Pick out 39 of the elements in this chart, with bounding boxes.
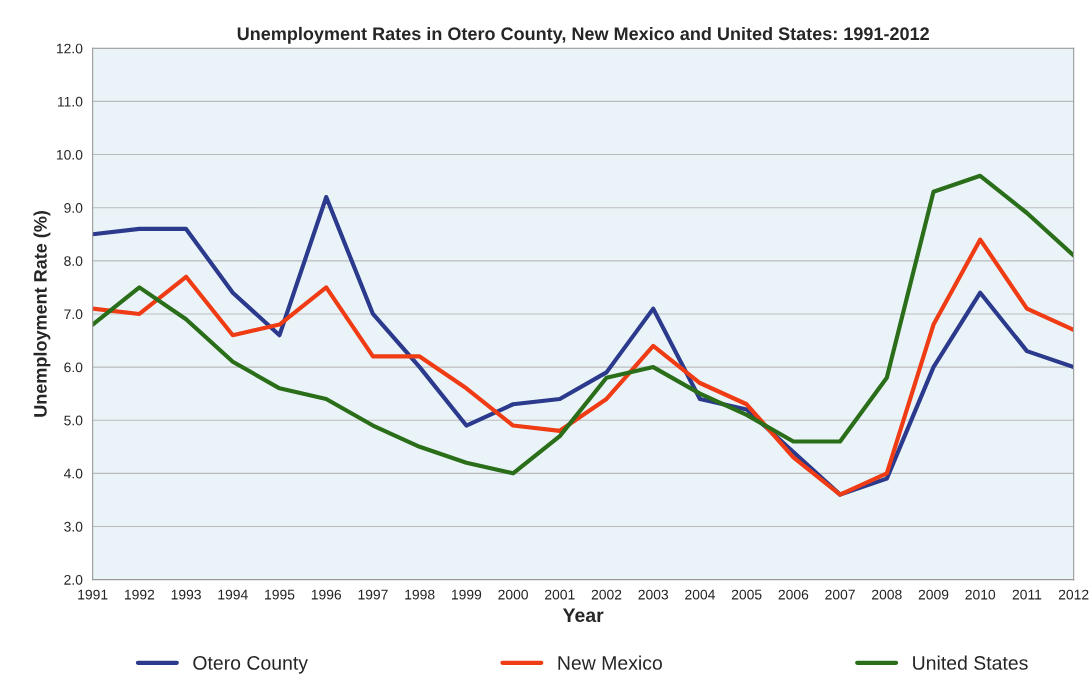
x-tick-label: 2012 (1058, 589, 1089, 600)
y-tick-label: 8.0 (64, 256, 83, 266)
y-tick-label: 12.0 (56, 43, 83, 54)
x-tick-label: 2001 (545, 589, 575, 600)
x-tick-label: 1993 (171, 589, 201, 600)
x-tick-label: 1999 (451, 589, 482, 600)
x-tick-label: 2007 (825, 589, 855, 600)
legend-label: United States (913, 655, 1028, 670)
x-tick-label: 2009 (918, 589, 949, 600)
y-tick-label: 5.0 (64, 415, 83, 426)
x-tick-label: 2003 (638, 589, 669, 600)
x-tick-label: 1994 (218, 589, 248, 600)
x-axis-title: Year (562, 608, 604, 623)
y-tick-label: 2.0 (64, 574, 83, 585)
x-tick-label: 2005 (731, 589, 762, 600)
y-tick-label: 11.0 (57, 96, 83, 107)
x-tick-label: 2000 (498, 589, 528, 600)
x-tick-label: 1992 (124, 589, 155, 600)
y-tick-label: 4.0 (63, 468, 83, 479)
y-tick-label: 9.0 (64, 203, 83, 213)
x-tick-label: 1995 (265, 589, 295, 600)
x-tick-label: 1997 (358, 589, 388, 600)
x-tick-label: 2008 (872, 589, 902, 600)
y-tick-label: 3.0 (64, 521, 83, 532)
x-tick-label: 1998 (405, 589, 435, 600)
legend-label: Otero County (193, 656, 308, 674)
x-tick-label: 2004 (685, 589, 715, 600)
x-tick-label: 1991 (78, 589, 108, 600)
x-tick-label: 2002 (591, 589, 622, 600)
x-tick-label: 2010 (965, 589, 996, 600)
y-tick-label: 7.0 (64, 309, 83, 320)
x-tick-label: 1996 (311, 589, 342, 600)
x-tick-label: 2006 (778, 589, 809, 600)
y-tick-label: 10.0 (56, 149, 83, 160)
legend-label: New Mexico (558, 655, 662, 670)
chart-title: Unemployment Rates in Otero County, New Mexico and United States: 1991-2012 (237, 26, 929, 44)
y-axis-title: Unemployment Rate (%) (33, 211, 51, 417)
y-tick-label: 6.0 (64, 362, 83, 373)
x-tick-label: 2011 (1012, 589, 1042, 600)
